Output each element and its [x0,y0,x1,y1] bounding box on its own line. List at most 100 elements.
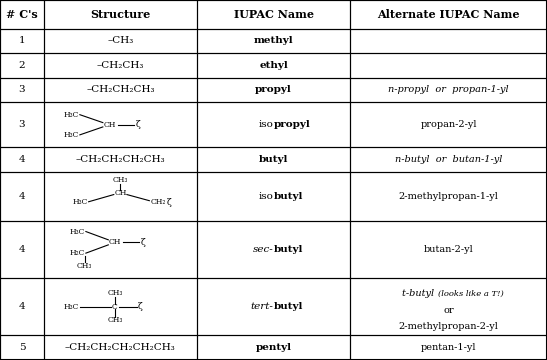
Bar [44,172,197,221]
Text: butyl: butyl [274,245,303,254]
Bar [350,147,547,172]
Text: IUPAC Name: IUPAC Name [234,9,313,20]
Text: H₂C: H₂C [69,249,85,257]
Text: –CH₂CH₃: –CH₂CH₃ [97,61,144,70]
Text: ethyl: ethyl [259,61,288,70]
Text: pentyl: pentyl [255,343,292,352]
Bar [197,29,350,53]
Text: CH₃: CH₃ [113,176,128,184]
Text: –CH₂CH₂CH₂CH₃: –CH₂CH₂CH₂CH₃ [75,155,165,164]
Text: 4: 4 [19,302,25,311]
Text: propyl: propyl [274,120,310,129]
Text: 2: 2 [19,61,25,70]
Text: ζ: ζ [136,120,141,129]
Bar [0,53,44,78]
Text: ζ: ζ [138,302,143,311]
Bar [197,102,350,147]
Bar [44,0,197,29]
Text: ζ: ζ [141,238,146,247]
Text: propan-2-yl: propan-2-yl [420,120,477,129]
Bar [350,29,547,53]
Bar [350,336,547,360]
Text: 3: 3 [19,85,25,94]
Text: pentan-1-yl: pentan-1-yl [421,343,476,352]
Bar [350,53,547,78]
Text: butyl: butyl [259,155,288,164]
Text: H₃C: H₃C [64,131,79,139]
Bar [0,0,44,29]
Text: butyl: butyl [274,192,303,201]
Bar [0,172,44,221]
Text: C: C [112,303,118,311]
Bar [350,221,547,278]
Text: or: or [443,306,454,315]
Text: CH₃: CH₃ [107,289,123,297]
Bar [0,78,44,102]
Bar [197,221,350,278]
Bar [197,278,350,336]
Bar [44,102,197,147]
Text: 5: 5 [19,343,25,352]
Text: ζ: ζ [167,198,172,207]
Bar [44,78,197,102]
Text: Structure: Structure [90,9,150,20]
Text: H₃C: H₃C [64,111,79,119]
Bar [44,147,197,172]
Bar [350,102,547,147]
Bar [44,221,197,278]
Bar [197,78,350,102]
Bar [197,0,350,29]
Bar [44,53,197,78]
Bar [197,53,350,78]
Text: H₃C: H₃C [69,228,85,235]
Bar [0,147,44,172]
Text: 2-methylpropan-2-yl: 2-methylpropan-2-yl [399,321,498,330]
Bar [350,0,547,29]
Text: CH₂: CH₂ [150,198,166,206]
Bar [44,336,197,360]
Bar [44,29,197,53]
Text: 4: 4 [19,245,25,254]
Text: n-butyl  or  butan-1-yl: n-butyl or butan-1-yl [395,155,502,164]
Text: CH₃: CH₃ [107,316,123,324]
Bar [0,221,44,278]
Text: t-butyl: t-butyl [403,289,438,298]
Bar [0,336,44,360]
Bar [0,29,44,53]
Bar [350,278,547,336]
Text: 4: 4 [19,155,25,164]
Text: iso: iso [259,192,274,201]
Bar [350,78,547,102]
Bar [350,172,547,221]
Bar [0,278,44,336]
Text: sec-: sec- [253,245,274,254]
Text: tert-: tert- [251,302,274,311]
Text: 3: 3 [19,120,25,129]
Text: 1: 1 [19,36,25,45]
Text: # C's: # C's [6,9,38,20]
Text: CH₃: CH₃ [77,262,92,270]
Bar [197,147,350,172]
Text: H₃C: H₃C [64,303,79,311]
Text: iso: iso [259,120,274,129]
Text: 4: 4 [19,192,25,201]
Text: CH: CH [114,189,126,197]
Text: –CH₂CH₂CH₂CH₂CH₃: –CH₂CH₂CH₂CH₂CH₃ [65,343,176,352]
Bar [44,278,197,336]
Text: 2-methylpropan-1-yl: 2-methylpropan-1-yl [399,192,498,201]
Text: CH: CH [109,238,121,246]
Text: –CH₂CH₂CH₃: –CH₂CH₂CH₃ [86,85,155,94]
Text: H₃C: H₃C [72,198,88,206]
Bar [197,172,350,221]
Text: butan-2-yl: butan-2-yl [424,245,473,254]
Text: butyl: butyl [274,302,303,311]
Text: –CH₃: –CH₃ [107,36,133,45]
Text: Alternate IUPAC Name: Alternate IUPAC Name [377,9,520,20]
Bar [197,336,350,360]
Text: n-propyl  or  propan-1-yl: n-propyl or propan-1-yl [388,85,509,94]
Text: CH: CH [103,121,115,129]
Text: (looks like a T!): (looks like a T!) [438,290,503,298]
Text: methyl: methyl [254,36,293,45]
Bar [0,102,44,147]
Text: propyl: propyl [255,85,292,94]
